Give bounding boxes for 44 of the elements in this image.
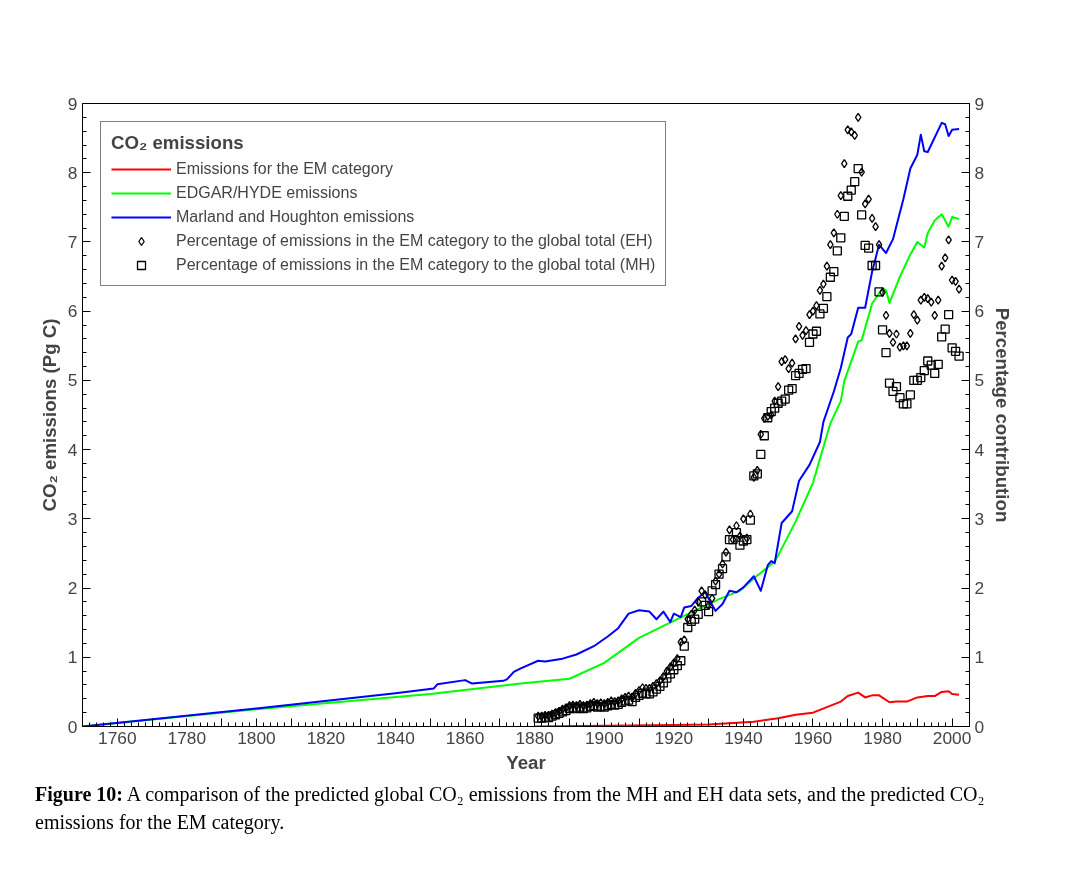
y2-tick-label: 9 (974, 93, 985, 114)
x-tick-label: 1880 (515, 727, 554, 748)
y2-tick-label: 4 (974, 439, 985, 460)
legend-label: Marland and Houghton emissions (176, 208, 415, 226)
x-tick-label: 1900 (584, 727, 624, 748)
x-tick-label: 1980 (863, 727, 902, 748)
y-tick-label: 1 (67, 647, 78, 668)
y-axis-title: CO₂ emissions (Pg C) (38, 318, 60, 512)
x-axis-title: Year (506, 751, 546, 773)
caption: Figure 10: (35, 783, 123, 805)
x-tick-label: 1940 (724, 727, 763, 748)
y2-tick-label: 0 (974, 716, 985, 737)
y-tick-label: 8 (67, 162, 78, 183)
y-tick-label: 6 (67, 301, 78, 322)
x-tick-label: 1960 (793, 727, 833, 748)
y-tick-label: 7 (67, 231, 78, 252)
y-tick-label: 0 (67, 716, 78, 737)
x-tick-label: 1760 (98, 727, 137, 748)
x-tick-label: 1920 (654, 727, 694, 748)
x-tick-label: 1840 (376, 727, 415, 748)
y-tick-label: 3 (67, 508, 78, 529)
y2-tick-label: 5 (974, 370, 985, 391)
x-tick-label: 2000 (932, 727, 972, 748)
y-tick-label: 2 (67, 578, 78, 599)
legend-label: Percentage of emissions in the EM category to the global total (EH) (176, 232, 653, 250)
y2-axis-title: Percentage contribution (992, 307, 1014, 523)
y2-tick-label: 2 (974, 578, 985, 599)
y2-tick-label: 3 (974, 508, 985, 529)
legend-label: EDGAR/HYDE emissions (176, 184, 358, 202)
legend-title: CO₂ emissions (111, 132, 245, 154)
legend-label: Percentage of emissions in the EM category to the global total (MH) (176, 256, 656, 274)
x-tick-label: 1820 (306, 727, 346, 748)
y2-tick-label: 6 (974, 301, 985, 322)
y2-tick-label: 8 (974, 162, 985, 183)
y-tick-label: 9 (67, 93, 78, 114)
x-tick-label: 1780 (167, 727, 207, 748)
x-tick-label: 1800 (237, 727, 276, 748)
y-tick-label: 4 (67, 439, 78, 460)
y2-tick-label: 1 (974, 647, 985, 668)
y2-tick-label: 7 (974, 231, 985, 252)
legend-label: Emissions for the EM category (176, 160, 393, 178)
line-series (533, 690, 961, 727)
y-tick-label: 5 (67, 370, 78, 391)
x-tick-label: 1860 (445, 727, 485, 748)
